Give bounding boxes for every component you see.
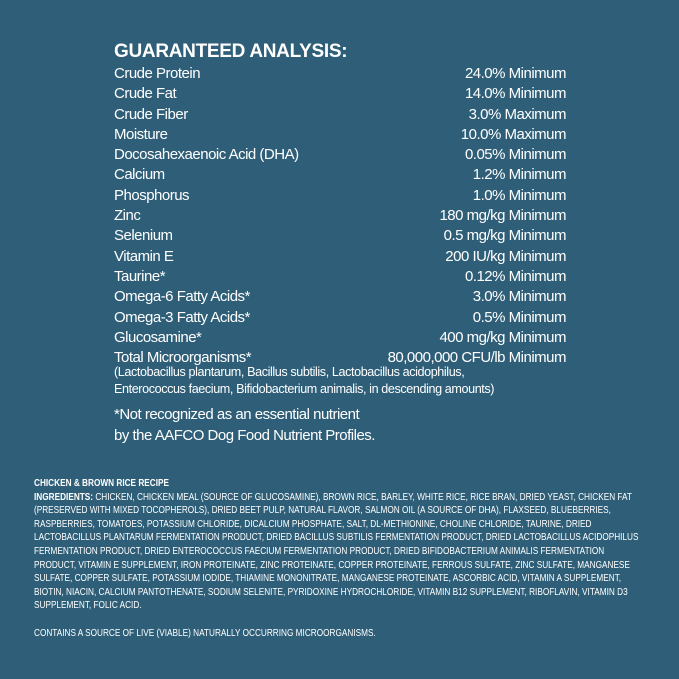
nutrient-label: Selenium: [114, 227, 173, 245]
analysis-row: Omega-3 Fatty Acids* 0.5% Minimum: [114, 308, 567, 328]
nutrient-value: 0.12% Minimum: [464, 267, 567, 285]
nutrient-label: Total Microorganisms*: [114, 349, 252, 367]
nutrient-value: 0.5 mg/kg Minimum: [443, 227, 567, 245]
analysis-row: Taurine* 0.12% Minimum: [114, 267, 567, 287]
nutrient-label: Crude Fat: [114, 85, 177, 103]
nutrient-label: Crude Fiber: [114, 105, 188, 123]
ingredients-label: INGREDIENTS:: [34, 491, 94, 503]
analysis-title: GUARANTEED ANALYSIS:: [114, 41, 348, 62]
ingredients-line: FERMENTATION PRODUCT, DRIED ENTEROCOCCUS…: [34, 545, 605, 557]
ingredients-text: CHICKEN, CHICKEN MEAL (SOURCE OF GLUCOSA…: [93, 491, 632, 503]
footnote-line: by the AAFCO Dog Food Nutrient Profiles.: [114, 427, 375, 444]
contains-statement: CONTAINS A SOURCE OF LIVE (VIABLE) NATUR…: [34, 627, 376, 639]
note-line: Enterococcus faecium, Bifidobacterium an…: [114, 382, 495, 396]
nutrient-value: 0.05% Minimum: [464, 146, 567, 164]
analysis-row: Docosahexaenoic Acid (DHA) 0.05% Minimum: [114, 145, 567, 165]
analysis-row: Crude Fat 14.0% Minimum: [114, 84, 567, 104]
nutrient-label: Crude Protein: [114, 65, 201, 82]
guaranteed-analysis: GUARANTEED ANALYSIS: Crude Protein 24.0% …: [114, 40, 567, 368]
aafco-footnote: *Not recognized as an essential nutrient…: [114, 404, 375, 446]
nutrient-value: 0.5% Minimum: [472, 308, 567, 326]
analysis-row: Vitamin E 200 IU/kg Minimum: [114, 247, 566, 267]
analysis-table: Crude Protein 24.0% Minimum Crude Fat 14.0%…: [114, 64, 567, 368]
nutrient-value: 14.0% Minimum: [464, 85, 567, 103]
nutrient-label: Glucosamine*: [114, 328, 202, 346]
analysis-row: Zinc 180 mg/kg Minimum: [114, 206, 566, 226]
nutrient-value: 1.0% Minimum: [472, 186, 567, 204]
nutrient-label: Omega-6 Fatty Acids*: [114, 288, 250, 306]
nutrient-label: Vitamin E: [114, 247, 174, 265]
nutrient-label: Taurine*: [114, 267, 166, 285]
nutrient-value: 400 mg/kg Minimum: [439, 328, 566, 346]
analysis-row: Total Microorganisms* 80,000,000 CFU/lb M…: [114, 348, 567, 368]
ingredients-line: LACTOBACILLUS PLANTARUM FERMENTATION PRO…: [34, 532, 639, 544]
nutrient-value: 80,000,000 CFU/lb Minimum: [387, 349, 567, 367]
analysis-row: Phosphorus 1.0% Minimum: [114, 186, 567, 206]
nutrient-value: 24.0% Minimum: [464, 65, 567, 82]
nutrient-label: Moisture: [114, 125, 168, 143]
analysis-row: Glucosamine* 400 mg/kg Minimum: [114, 328, 566, 348]
footnote-line: *Not recognized as an essential nutrient: [114, 406, 360, 423]
nutrient-value: 180 mg/kg Minimum: [439, 207, 566, 225]
ingredients-line: SULFATE, COPPER SULFATE, POTASSIUM IODID…: [34, 573, 622, 585]
ingredients-line: INGREDIENTS: CHICKEN, CHICKEN MEAL (SOUR…: [34, 491, 639, 505]
nutrient-label: Docosahexaenoic Acid (DHA): [114, 146, 299, 164]
ingredients-line: RASPBERRIES, TOMATOES, POTASSIUM CHLORID…: [34, 518, 592, 530]
nutrient-label: Phosphorus: [114, 186, 190, 204]
microorganisms-note: (Lactobacillus plantarum, Bacillus subti…: [114, 364, 495, 398]
analysis-row: Crude Fiber 3.0% Maximum: [114, 105, 567, 125]
note-line: (Lactobacillus plantarum, Bacillus subti…: [114, 365, 465, 379]
ingredients-line: SUPPLEMENT, FOLIC ACID.: [34, 600, 142, 612]
nutrient-label: Zinc: [114, 207, 141, 225]
recipe-title: CHICKEN & BROWN RICE RECIPE: [34, 478, 170, 489]
nutrient-label: Calcium: [114, 166, 165, 184]
analysis-row: Selenium 0.5 mg/kg Minimum: [114, 226, 567, 246]
ingredients-line: (PRESERVED WITH MIXED TOCOPHEROLS), DRIE…: [34, 505, 611, 517]
nutrient-value: 10.0% Maximum: [460, 125, 567, 143]
analysis-row: Calcium 1.2% Minimum: [114, 165, 567, 185]
ingredients-line: BIOTIN, NIACIN, CALCIUM PANTOTHENATE, SO…: [34, 586, 628, 598]
analysis-row: Crude Protein 24.0% Minimum: [114, 64, 567, 84]
nutrient-value: 3.0% Minimum: [472, 288, 567, 306]
nutrient-value: 200 IU/kg Minimum: [445, 247, 566, 265]
nutrient-value: 1.2% Minimum: [472, 166, 567, 184]
analysis-row: Omega-6 Fatty Acids* 3.0% Minimum: [114, 287, 567, 307]
ingredients-line: PRODUCT, VITAMIN E SUPPLEMENT, IRON PROT…: [34, 559, 630, 571]
ingredients-block: CHICKEN & BROWN RICE RECIPE INGREDIENTS:…: [34, 477, 639, 640]
analysis-row: Moisture 10.0% Maximum: [114, 125, 567, 145]
nutrient-label: Omega-3 Fatty Acids*: [114, 308, 250, 326]
nutrient-value: 3.0% Maximum: [468, 105, 567, 123]
